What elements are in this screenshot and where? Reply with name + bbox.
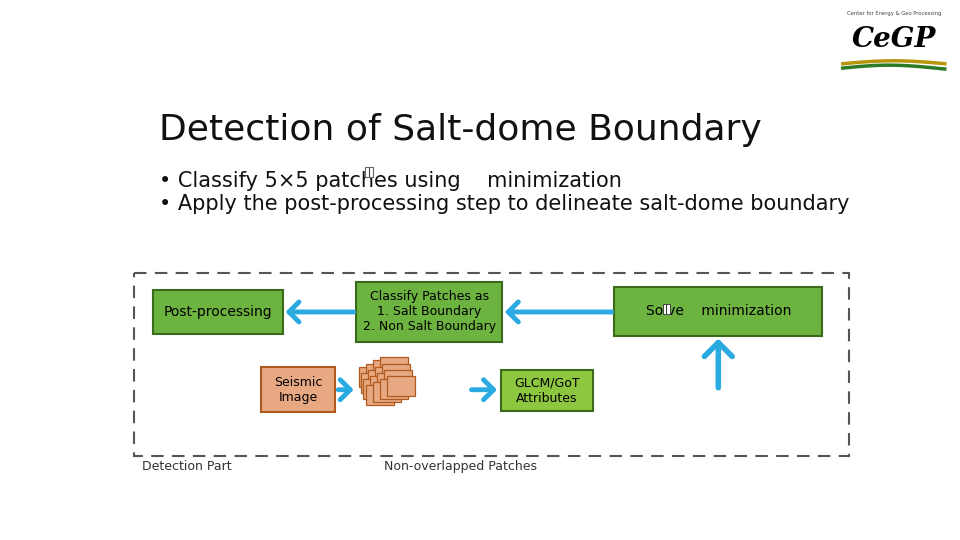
Text: • Classify 5×5 patches using    minimization: • Classify 5×5 patches using minimizatio… [158, 171, 622, 191]
FancyBboxPatch shape [384, 370, 412, 390]
Text: Detection Part: Detection Part [142, 460, 231, 473]
FancyBboxPatch shape [379, 357, 408, 377]
FancyBboxPatch shape [372, 382, 400, 402]
Text: Seismic
Image: Seismic Image [274, 376, 323, 404]
Text: GLCM/GoT
Attributes: GLCM/GoT Attributes [515, 376, 580, 404]
FancyBboxPatch shape [379, 379, 408, 399]
FancyBboxPatch shape [365, 167, 373, 177]
Text: Non-overlapped Patches: Non-overlapped Patches [383, 460, 537, 473]
FancyBboxPatch shape [366, 363, 394, 383]
Text: Solve    minimization: Solve minimization [646, 304, 791, 318]
FancyBboxPatch shape [382, 363, 410, 383]
FancyBboxPatch shape [366, 385, 394, 405]
FancyBboxPatch shape [356, 282, 502, 342]
Text: CeGP: CeGP [852, 26, 936, 53]
FancyBboxPatch shape [368, 370, 396, 390]
FancyBboxPatch shape [614, 287, 822, 336]
FancyBboxPatch shape [359, 367, 387, 387]
Text: Detection of Salt-dome Boundary: Detection of Salt-dome Boundary [158, 112, 761, 146]
FancyBboxPatch shape [134, 273, 849, 456]
Text: Post-processing: Post-processing [163, 305, 272, 319]
FancyBboxPatch shape [361, 373, 389, 393]
FancyBboxPatch shape [371, 376, 398, 396]
FancyBboxPatch shape [261, 367, 335, 412]
FancyBboxPatch shape [387, 376, 415, 396]
FancyBboxPatch shape [372, 361, 400, 381]
Text: Center for Energy & Geo Processing: Center for Energy & Geo Processing [847, 11, 941, 16]
FancyBboxPatch shape [375, 367, 403, 387]
Text: • Apply the post-processing step to delineate salt-dome boundary: • Apply the post-processing step to deli… [158, 194, 850, 214]
FancyBboxPatch shape [662, 304, 670, 314]
FancyBboxPatch shape [363, 379, 392, 399]
FancyBboxPatch shape [501, 370, 592, 410]
FancyBboxPatch shape [153, 289, 283, 334]
Text: Classify Patches as
1. Salt Boundary
2. Non Salt Boundary: Classify Patches as 1. Salt Boundary 2. … [363, 291, 495, 334]
FancyBboxPatch shape [377, 373, 405, 393]
